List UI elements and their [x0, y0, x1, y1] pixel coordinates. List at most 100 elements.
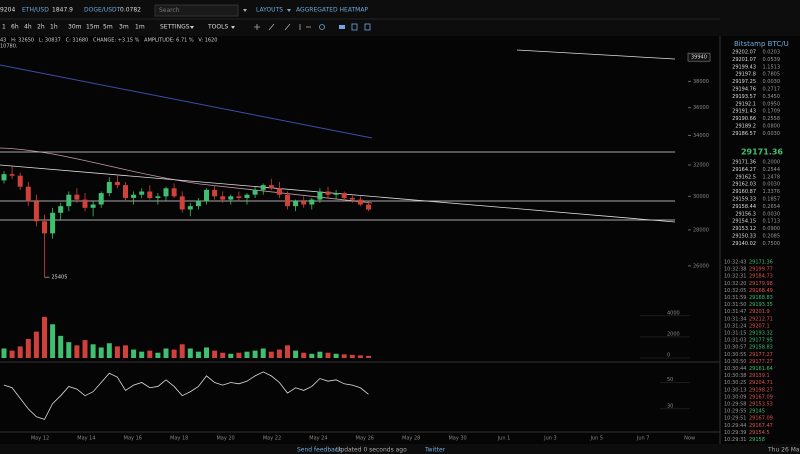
trade-time: 10:32:05: [724, 288, 746, 294]
bid-price: 29153.12: [732, 226, 756, 232]
candle-body: [220, 196, 226, 200]
x-tick-label: Now: [684, 436, 695, 442]
caret: [231, 26, 235, 29]
candle-body: [58, 206, 64, 213]
bid-price: 29162.03: [732, 182, 756, 188]
volume-bar: [50, 324, 56, 358]
volume-bar: [252, 350, 258, 358]
trade-price: 29212.71: [749, 316, 773, 322]
ticker[interactable]: 0.0782: [120, 7, 141, 14]
candle-body: [66, 194, 72, 207]
timeframe[interactable]: 5m: [103, 24, 113, 31]
timeframe[interactable]: 2h: [37, 24, 45, 31]
menu[interactable]: TOOLS: [207, 24, 228, 31]
volume-bar: [317, 351, 323, 358]
bid-size: 1.3376: [763, 189, 781, 195]
rsi-line: [3, 371, 369, 420]
ask-size: 1.1513: [763, 64, 781, 70]
footer-link[interactable]: Twitter: [424, 447, 446, 454]
trade-time: 10:29:39: [724, 430, 746, 436]
ask-size: 0.2717: [763, 87, 781, 93]
trade-price: 29154.5: [749, 430, 770, 436]
x-tick-label: May 12: [31, 436, 49, 442]
timeframe[interactable]: 1m: [135, 24, 145, 31]
trade-time: 10:32:31: [724, 274, 746, 280]
candle-body: [98, 193, 104, 205]
ask-price: 29197.8: [735, 72, 756, 78]
trade-price: 29193.35: [749, 302, 773, 308]
volume-bar: [301, 352, 307, 358]
search-placeholder[interactable]: Search: [159, 7, 180, 14]
x-tick-label: Jun 1: [497, 436, 511, 442]
candle-body: [252, 189, 258, 195]
volume-bar: [17, 346, 23, 358]
caret: [287, 9, 291, 12]
timeframe[interactable]: 4h: [24, 24, 32, 31]
trade-price: 29193.32: [749, 331, 773, 337]
volume-bar: [285, 345, 290, 358]
ticker[interactable]: DOGE/USDT: [84, 7, 121, 14]
bid-price: 29158.44: [732, 204, 756, 210]
candle-body: [9, 174, 15, 176]
ticker[interactable]: 1847.9: [52, 7, 73, 14]
volume-bar: [179, 344, 185, 358]
low-marker-label: 25405: [52, 275, 68, 281]
candle-body: [293, 201, 299, 207]
ask-size: 0.7805: [763, 72, 781, 78]
trade-time: 10:30:13: [724, 387, 746, 393]
rsi-tick-label: 30: [667, 403, 673, 409]
trade-price: 29139.1: [749, 373, 770, 379]
volume-bar: [357, 355, 363, 358]
candle-body: [333, 193, 339, 195]
ask-size: 0.0539: [763, 57, 781, 63]
menu[interactable]: AGGREGATED HEATMAP: [296, 7, 368, 14]
menu[interactable]: SETTINGS: [160, 24, 190, 31]
tool-icons[interactable]: [254, 23, 371, 31]
x-tick-label: May 28: [402, 436, 420, 442]
bid-size: 0.7500: [763, 241, 781, 247]
orderbook-title: Bitstamp BTC/U: [734, 40, 789, 48]
trade-price: 29171.36: [749, 260, 773, 266]
trade-price: 29153.53: [749, 402, 773, 408]
trade-price: 29204.71: [749, 380, 773, 386]
trade-time: 10:31:50: [724, 302, 746, 308]
ticker[interactable]: 9204: [0, 7, 15, 14]
bid-size: 0.1857: [763, 197, 781, 203]
bid-size: 0.2000: [763, 160, 781, 166]
volume-bar: [325, 352, 331, 358]
volume-tick-label: 2000: [667, 331, 680, 337]
ask-size: 0.0800: [763, 124, 781, 130]
ohlc-info: 43 H: 32650 L: 30837 C: 31680 CHANGE: +3…: [0, 38, 217, 44]
volume-bar: [195, 351, 201, 358]
timeframe[interactable]: 6h: [11, 24, 19, 31]
volume-bar: [341, 354, 347, 358]
candle-body: [90, 204, 96, 208]
x-tick-label: May 14: [77, 436, 95, 442]
candle-body: [268, 185, 274, 189]
search-box[interactable]: [154, 4, 239, 17]
trade-price: 29179.98: [749, 281, 773, 287]
timeframe[interactable]: 30m: [68, 24, 82, 31]
footer-clock: Thu 26 Ma: [767, 447, 800, 454]
trade-time: 10:31:03: [724, 338, 746, 344]
footer-link[interactable]: Send feedback: [297, 447, 342, 454]
candle-body: [204, 189, 209, 202]
x-tick-label: May 18: [170, 436, 188, 442]
bid-size: 0.2544: [763, 167, 781, 173]
ask-price: 29197.25: [732, 79, 756, 85]
timeframe[interactable]: 15m: [86, 24, 100, 31]
ohlc-info: 10780.: [0, 44, 18, 50]
x-tick-label: Jun 5: [590, 436, 604, 442]
candle-body: [244, 194, 250, 198]
ticker[interactable]: ETH/USD: [22, 7, 49, 14]
volume-bar: [98, 347, 104, 358]
trade-price: 29177.27: [749, 352, 773, 358]
ask-price: 29186.57: [732, 131, 756, 137]
timeframe[interactable]: 1h: [50, 24, 58, 31]
ask-price: 29190.66: [732, 116, 756, 122]
timeframe[interactable]: 3m: [119, 24, 129, 31]
timeframe[interactable]: 1: [2, 24, 6, 31]
menu[interactable]: LAYOUTS: [256, 7, 283, 14]
volume-bar: [42, 316, 47, 358]
